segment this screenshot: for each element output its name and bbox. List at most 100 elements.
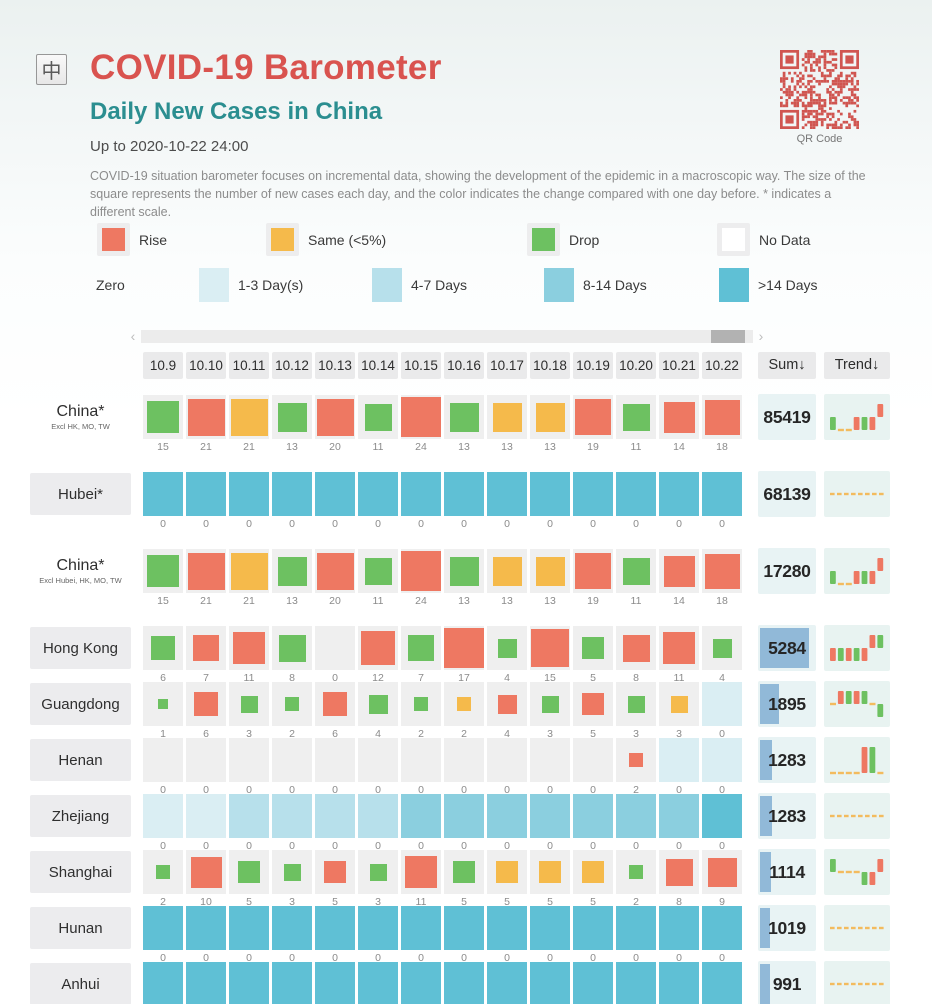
day-cell: 0	[229, 472, 269, 530]
cell-value: 18	[716, 595, 728, 607]
cell-value: 0	[332, 518, 338, 530]
heat-square	[229, 738, 269, 782]
cell-value: 15	[157, 441, 169, 453]
day-cell: 2	[401, 682, 441, 740]
page-title: COVID-19 Barometer	[90, 48, 442, 87]
day-cell: 0	[229, 906, 269, 964]
day-cell: 0	[573, 738, 613, 796]
cell-value: 17	[458, 672, 470, 684]
cell-value: 19	[587, 441, 599, 453]
legend-swatch-pad	[717, 223, 750, 256]
cell-value: 4	[375, 728, 381, 740]
heat-square	[401, 738, 441, 782]
cell-value: 0	[289, 840, 295, 852]
scroll-left-icon[interactable]: ‹	[130, 327, 136, 344]
day-cell: 0	[573, 906, 613, 964]
day-cell: 2	[143, 850, 183, 908]
heat-square	[143, 472, 183, 516]
trend-sparkline	[830, 492, 884, 496]
cell-value: 11	[415, 896, 427, 908]
heat-square	[702, 549, 742, 593]
day-cell: 5	[530, 850, 570, 908]
row-label: Zhejiang	[30, 795, 131, 837]
heat-square	[616, 626, 656, 670]
day-cell: 0	[143, 472, 183, 530]
heat-square	[315, 682, 355, 726]
day-cell: 0	[573, 962, 613, 1004]
day-cell: 15	[530, 626, 570, 684]
heat-square	[659, 549, 699, 593]
heat-square	[659, 794, 699, 838]
heat-square	[444, 962, 484, 1004]
cell-value: 0	[289, 784, 295, 796]
day-cell: 5	[573, 850, 613, 908]
sum-sort-header[interactable]: Sum↓	[758, 352, 816, 379]
day-cell: 13	[487, 395, 527, 453]
heat-square	[272, 738, 312, 782]
trend-cell	[824, 905, 890, 951]
heat-square	[315, 962, 355, 1004]
heat-square	[573, 906, 613, 950]
cell-value: 0	[418, 784, 424, 796]
day-cell: 13	[272, 549, 312, 607]
date-column-header: 10.11	[229, 352, 269, 379]
scrollbar-track[interactable]	[141, 329, 753, 343]
legend-change-item: Rise	[97, 223, 167, 256]
row-label: Hong Kong	[30, 627, 131, 669]
day-cell: 0	[530, 738, 570, 796]
heat-square	[229, 472, 269, 516]
day-cell: 2	[616, 738, 656, 796]
cell-value: 3	[633, 728, 639, 740]
language-toggle-button[interactable]: 中	[36, 54, 67, 85]
cell-value: 0	[676, 784, 682, 796]
day-cell: 2	[444, 682, 484, 740]
day-cell: 11	[358, 395, 398, 453]
legend-zero-item: 8-14 Days	[544, 268, 647, 302]
day-cell: 0	[358, 962, 398, 1004]
heat-square	[444, 395, 484, 439]
day-cell: 11	[616, 395, 656, 453]
heat-square	[487, 682, 527, 726]
legend-zero-row: Zero 1-3 Day(s) 4-7 Days 8-14 Days >14 Days	[0, 268, 932, 308]
legend-zero-item-label: 4-7 Days	[411, 277, 468, 293]
day-cell: 0	[659, 738, 699, 796]
sum-cell: 68139	[758, 471, 816, 517]
day-cell: 24	[401, 395, 441, 453]
cell-value: 7	[418, 672, 424, 684]
heat-square	[659, 738, 699, 782]
row-label: China* Excl HK, MO, TW	[30, 395, 131, 439]
heat-square	[229, 794, 269, 838]
cell-value: 0	[590, 518, 596, 530]
day-cell: 8	[616, 626, 656, 684]
cell-value: 0	[633, 518, 639, 530]
heat-square	[315, 738, 355, 782]
sum-bar	[760, 628, 809, 668]
cell-value: 19	[587, 595, 599, 607]
date-column-header: 10.17	[487, 352, 527, 379]
day-cell: 0	[702, 682, 742, 740]
sum-bar	[760, 684, 779, 724]
scrollbar-thumb[interactable]	[711, 329, 745, 343]
day-cell: 11	[401, 850, 441, 908]
heat-square	[401, 794, 441, 838]
trend-sparkline	[830, 404, 884, 432]
cell-value: 0	[160, 784, 166, 796]
cell-value: 0	[547, 952, 553, 964]
heat-square	[487, 738, 527, 782]
heat-square	[401, 626, 441, 670]
cell-value: 3	[547, 728, 553, 740]
date-column-header: 10.14	[358, 352, 398, 379]
language-toggle-label: 中	[41, 61, 62, 83]
day-cell: 7	[401, 626, 441, 684]
cell-value: 0	[547, 518, 553, 530]
heat-square	[616, 549, 656, 593]
trend-sort-header[interactable]: Trend↓	[824, 352, 890, 379]
day-cell: 0	[530, 794, 570, 852]
qr-code-block: QR Code	[780, 50, 859, 145]
heat-square	[358, 850, 398, 894]
legend-zero-item: >14 Days	[719, 268, 818, 302]
row-label: China* Excl Hubei, HK, MO, TW	[30, 549, 131, 593]
heat-square	[143, 850, 183, 894]
scroll-right-icon[interactable]: ›	[758, 327, 764, 344]
